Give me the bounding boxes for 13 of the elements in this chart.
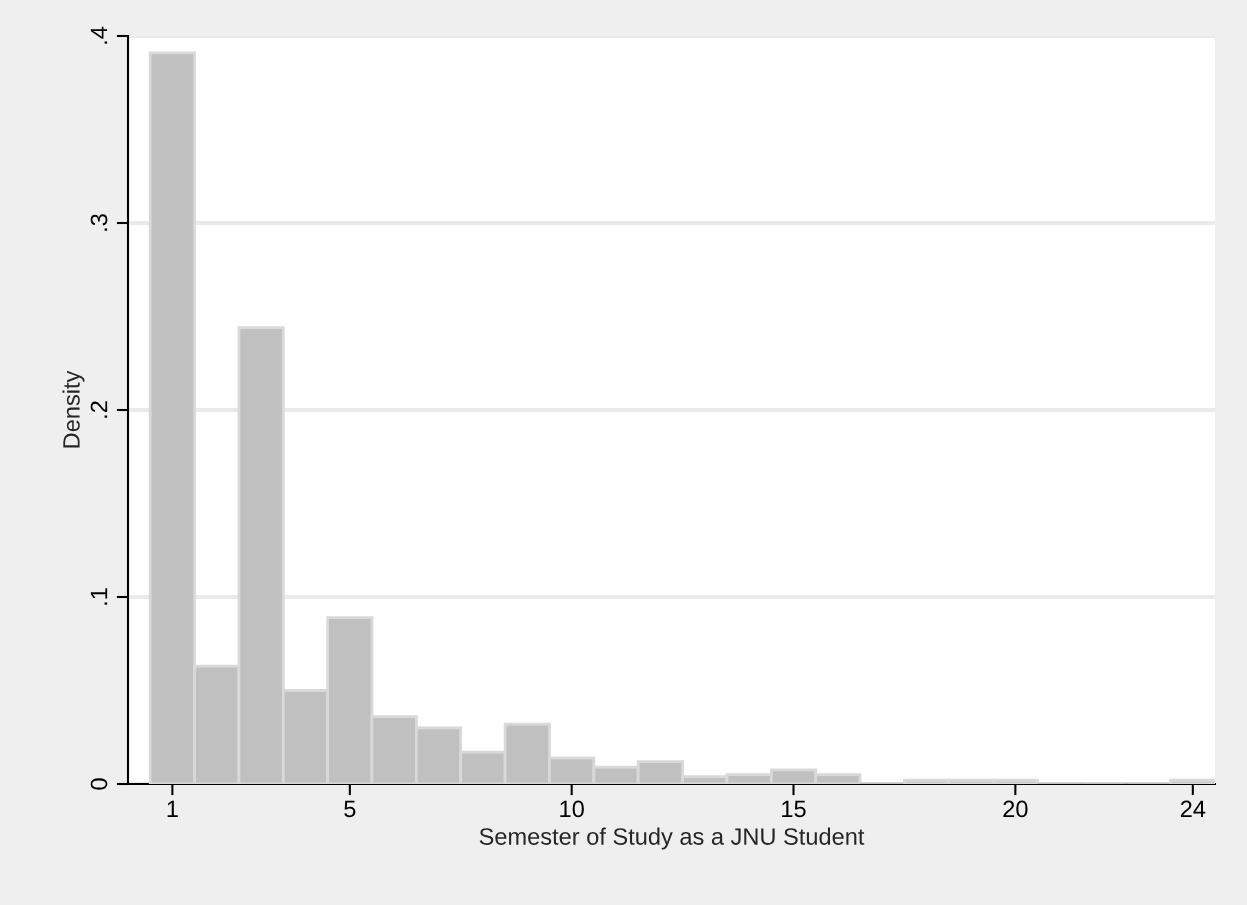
x-tick-label: 20 (1003, 800, 1028, 818)
x-axis-title: Semester of Study as a JNU Student (479, 827, 865, 850)
x-tick-label: 10 (560, 800, 584, 818)
y-tick-label: .1 (90, 588, 108, 605)
x-tick-label: 15 (782, 800, 806, 818)
y-tick-label: .2 (90, 401, 108, 418)
y-tick-label: 0 (90, 778, 108, 790)
y-tick-label: .3 (90, 214, 108, 231)
y-tick-label: .4 (90, 26, 108, 44)
x-tick-label: 5 (344, 800, 356, 818)
y-axis-title: Density (62, 370, 85, 448)
x-tick-label: 1 (167, 800, 178, 818)
x-tick-label: 24 (1180, 800, 1206, 818)
